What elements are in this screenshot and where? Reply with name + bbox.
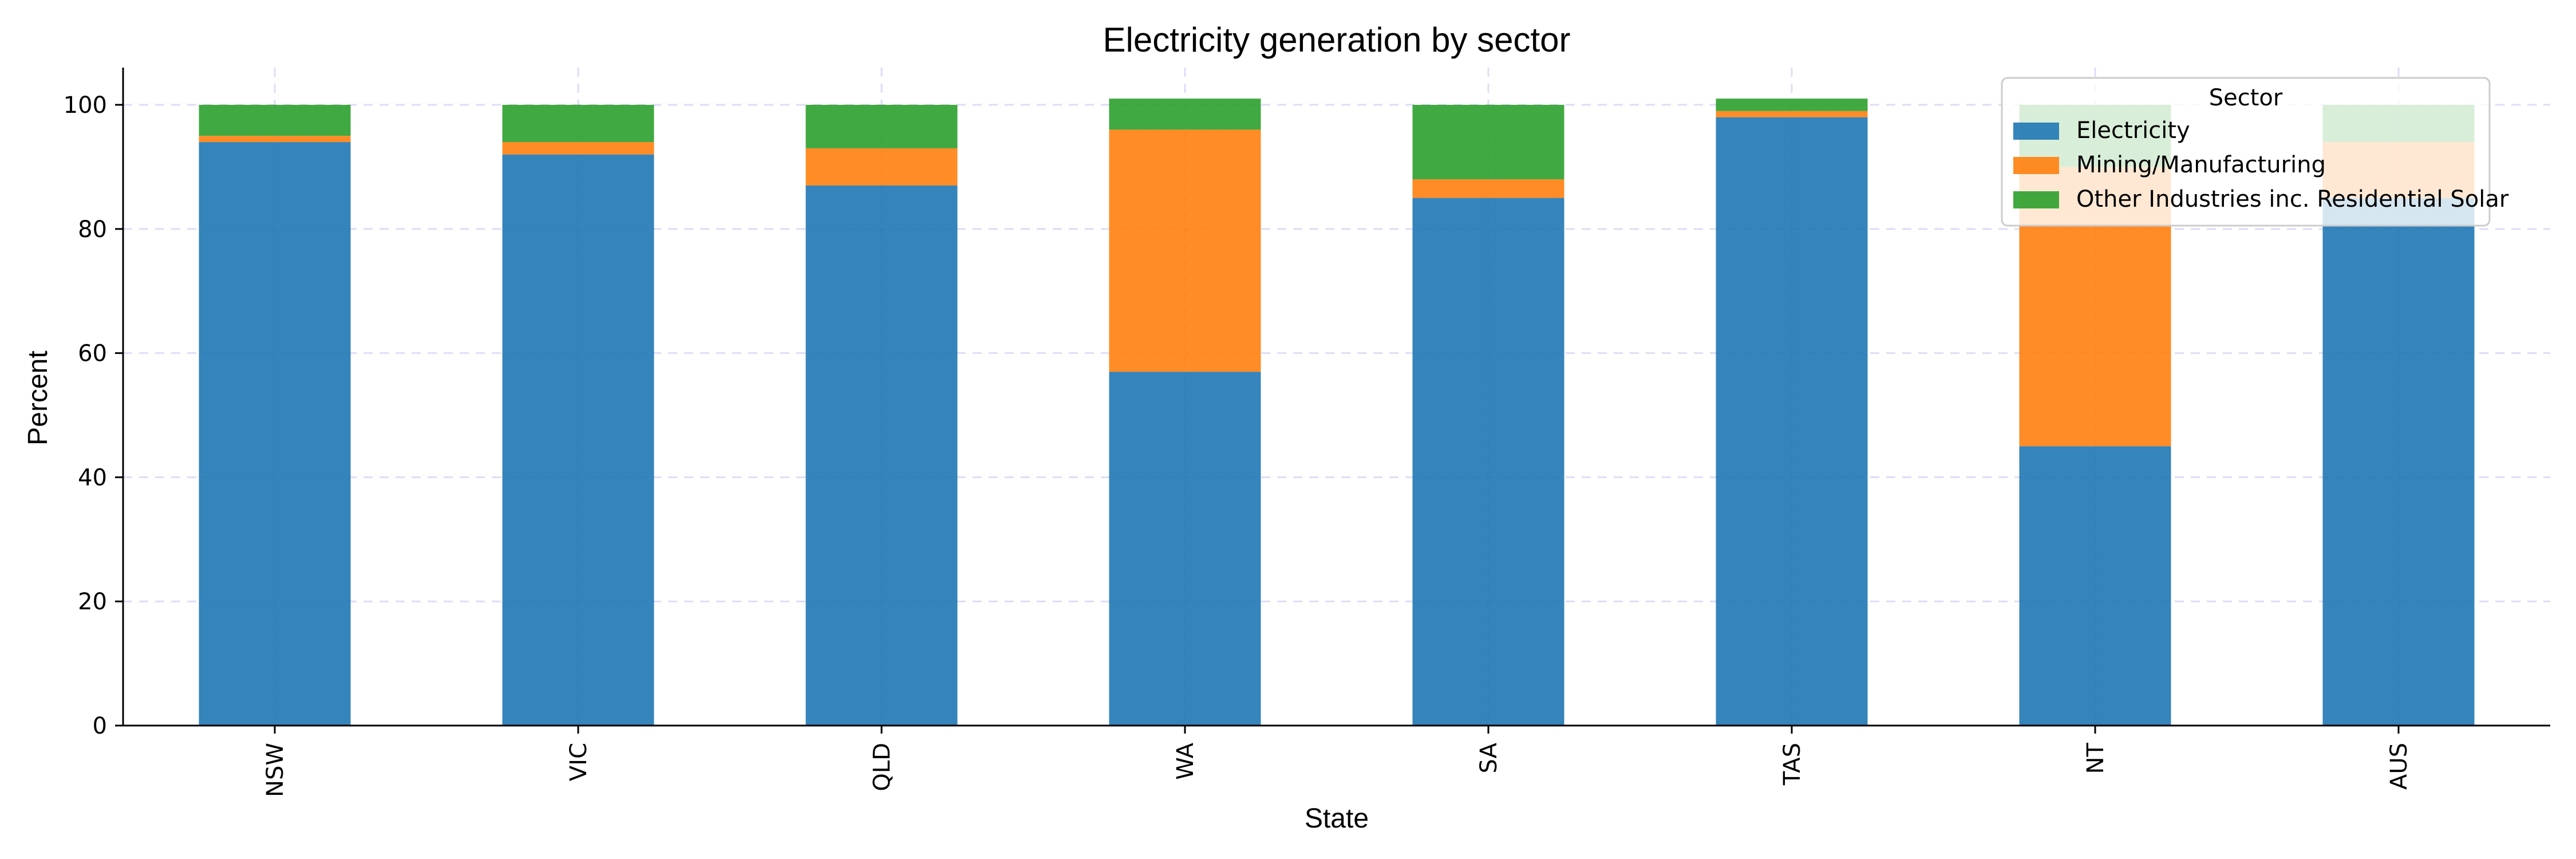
y-tick-label: 60 bbox=[78, 341, 107, 367]
x-tick-label: AUS bbox=[2386, 743, 2412, 790]
legend-swatch-1 bbox=[2013, 157, 2059, 174]
legend-swatch-2 bbox=[2013, 191, 2059, 208]
bar-vic-series-0 bbox=[502, 154, 654, 726]
x-tick-label: QLD bbox=[869, 743, 895, 791]
legend-swatch-0 bbox=[2013, 123, 2059, 140]
bar-sa-series-1 bbox=[1412, 179, 1564, 198]
bar-wa-series-2 bbox=[1109, 98, 1261, 130]
x-tick-label: NSW bbox=[262, 743, 289, 797]
x-tick-label: TAS bbox=[1779, 743, 1805, 786]
bar-nt-series-0 bbox=[2019, 446, 2171, 726]
bar-tas-series-2 bbox=[1716, 98, 1868, 111]
legend-label: Other Industries inc. Residential Solar bbox=[2076, 186, 2509, 212]
bar-sa-series-0 bbox=[1412, 198, 1564, 726]
bar-wa-series-0 bbox=[1109, 372, 1261, 726]
bars bbox=[199, 98, 2475, 726]
bar-nsw-series-2 bbox=[199, 105, 351, 136]
bar-wa-series-1 bbox=[1109, 129, 1261, 372]
bar-nsw-series-1 bbox=[199, 136, 351, 143]
y-axis-label: Percent bbox=[23, 350, 53, 445]
chart-title: Electricity generation by sector bbox=[1103, 21, 1570, 59]
y-tick-label: 20 bbox=[78, 589, 107, 615]
bar-vic-series-1 bbox=[502, 142, 654, 155]
bar-sa-series-2 bbox=[1412, 105, 1564, 180]
bar-tas-series-0 bbox=[1716, 117, 1868, 726]
legend-label: Mining/Manufacturing bbox=[2076, 152, 2326, 178]
y-tick-label: 100 bbox=[64, 92, 107, 119]
legend-title: Sector bbox=[2209, 85, 2283, 111]
x-tick-label: WA bbox=[1172, 742, 1199, 779]
legend-label: Electricity bbox=[2076, 117, 2190, 144]
x-tick-label: SA bbox=[1476, 742, 1502, 773]
bar-qld-series-0 bbox=[805, 185, 958, 726]
legend-frame bbox=[2001, 77, 2491, 227]
x-tick-label: VIC bbox=[566, 743, 592, 781]
bar-vic-series-2 bbox=[502, 105, 654, 143]
axes: 0 20 40 60 80 100 NSW VIC QLD WA SA TAS NT AUS bbox=[64, 68, 2550, 797]
x-axis-label: State bbox=[1305, 803, 1369, 834]
bar-nsw-series-0 bbox=[199, 142, 351, 726]
bar-qld-series-1 bbox=[805, 148, 958, 186]
bar-qld-series-2 bbox=[805, 105, 958, 148]
x-tick-label: NT bbox=[2083, 742, 2109, 774]
y-tick-label: 80 bbox=[78, 216, 107, 243]
bar-tas-series-1 bbox=[1716, 111, 1868, 117]
y-tick-label: 40 bbox=[78, 464, 107, 491]
y-tick-label: 0 bbox=[93, 713, 107, 739]
bar-aus-series-0 bbox=[2322, 198, 2475, 726]
legend: Sector Electricity Mining/Manufacturing Oth… bbox=[2001, 77, 2509, 227]
